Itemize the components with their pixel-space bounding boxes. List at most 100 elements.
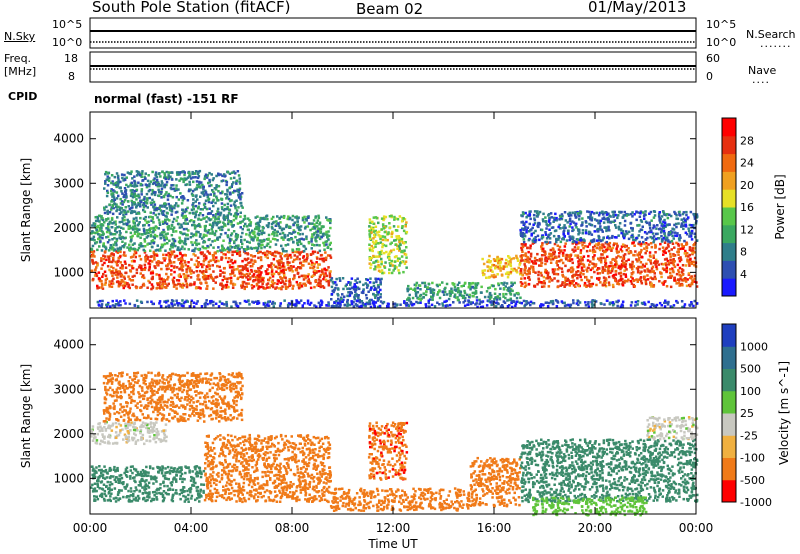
data-cell	[110, 252, 113, 256]
data-cell	[169, 227, 173, 230]
data-cell	[528, 222, 531, 226]
data-cell	[672, 304, 676, 307]
data-cell	[106, 191, 110, 194]
data-cell	[193, 172, 196, 175]
data-cell	[170, 178, 174, 181]
data-cell	[181, 208, 184, 212]
data-cell	[390, 235, 393, 238]
data-cell	[579, 238, 582, 242]
data-cell	[115, 280, 119, 284]
data-cell	[374, 288, 378, 291]
data-cell	[495, 258, 498, 262]
data-cell	[629, 251, 633, 254]
data-cell	[148, 184, 151, 188]
data-cell	[144, 219, 147, 222]
data-cell	[487, 258, 490, 262]
data-cell	[576, 256, 579, 259]
data-cell	[381, 223, 385, 226]
data-cell	[304, 276, 307, 280]
data-cell	[495, 298, 499, 301]
data-cell	[337, 297, 340, 301]
data-cell	[663, 234, 667, 238]
data-cell	[141, 203, 145, 207]
data-cell	[613, 276, 617, 280]
data-cell	[239, 226, 242, 229]
data-cell	[540, 285, 544, 288]
data-cell	[584, 220, 588, 223]
data-cell	[631, 268, 634, 271]
data-cell	[680, 270, 684, 274]
data-cell	[657, 237, 661, 240]
data-cell	[276, 234, 279, 237]
data-cell	[182, 216, 185, 219]
power-heatmap	[90, 169, 699, 309]
data-cell	[533, 222, 537, 225]
data-cell	[623, 210, 626, 214]
data-cell	[488, 254, 491, 258]
data-cell	[255, 282, 259, 286]
data-cell	[236, 246, 240, 249]
data-cell	[219, 233, 223, 236]
data-cell	[152, 250, 156, 254]
data-cell	[388, 271, 391, 275]
data-cell	[624, 233, 627, 236]
data-cell	[124, 271, 127, 275]
data-cell	[329, 226, 332, 230]
data-cell	[144, 255, 147, 259]
data-cell	[502, 292, 505, 296]
data-cell	[576, 254, 580, 257]
data-cell	[424, 293, 428, 297]
data-cell	[390, 259, 393, 263]
data-cell	[314, 216, 317, 219]
data-cell	[373, 233, 376, 237]
data-cell	[579, 237, 583, 240]
data-cell	[244, 248, 248, 251]
data-cell	[589, 249, 592, 252]
data-cell	[121, 266, 124, 270]
data-cell	[173, 204, 177, 207]
data-cell	[607, 275, 611, 279]
data-cell	[153, 191, 156, 194]
data-cell	[367, 290, 370, 293]
data-cell	[370, 256, 374, 260]
data-cell	[96, 300, 100, 304]
data-cell	[138, 243, 141, 247]
data-cell	[519, 231, 523, 234]
data-cell	[682, 211, 686, 214]
data-cell	[175, 283, 178, 287]
data-cell	[313, 285, 316, 289]
data-cell	[134, 194, 137, 198]
data-cell	[267, 237, 270, 241]
data-cell	[160, 261, 164, 265]
data-cell	[288, 284, 291, 287]
data-cell	[386, 238, 389, 242]
data-cell	[252, 285, 256, 288]
data-cell	[600, 246, 604, 250]
data-cell	[152, 229, 155, 232]
data-cell	[239, 195, 243, 199]
data-cell	[268, 265, 271, 268]
data-cell	[142, 224, 145, 227]
data-cell	[600, 211, 603, 214]
data-cell	[545, 240, 549, 244]
data-cell	[607, 281, 611, 284]
data-cell	[402, 270, 405, 274]
data-cell	[170, 273, 173, 276]
data-cell	[499, 269, 502, 272]
data-cell	[144, 201, 147, 204]
data-cell	[632, 279, 635, 282]
data-cell	[546, 235, 550, 239]
data-cell	[627, 230, 631, 234]
data-cell	[585, 285, 588, 288]
data-cell	[266, 256, 269, 260]
data-cell	[96, 262, 99, 265]
data-cell	[133, 185, 136, 188]
data-cell	[653, 275, 657, 278]
data-cell	[206, 174, 209, 177]
data-cell	[235, 211, 238, 215]
data-cell	[523, 271, 526, 274]
data-cell	[276, 282, 279, 286]
data-cell	[271, 268, 274, 272]
data-cell	[157, 188, 160, 192]
data-cell	[680, 223, 683, 226]
